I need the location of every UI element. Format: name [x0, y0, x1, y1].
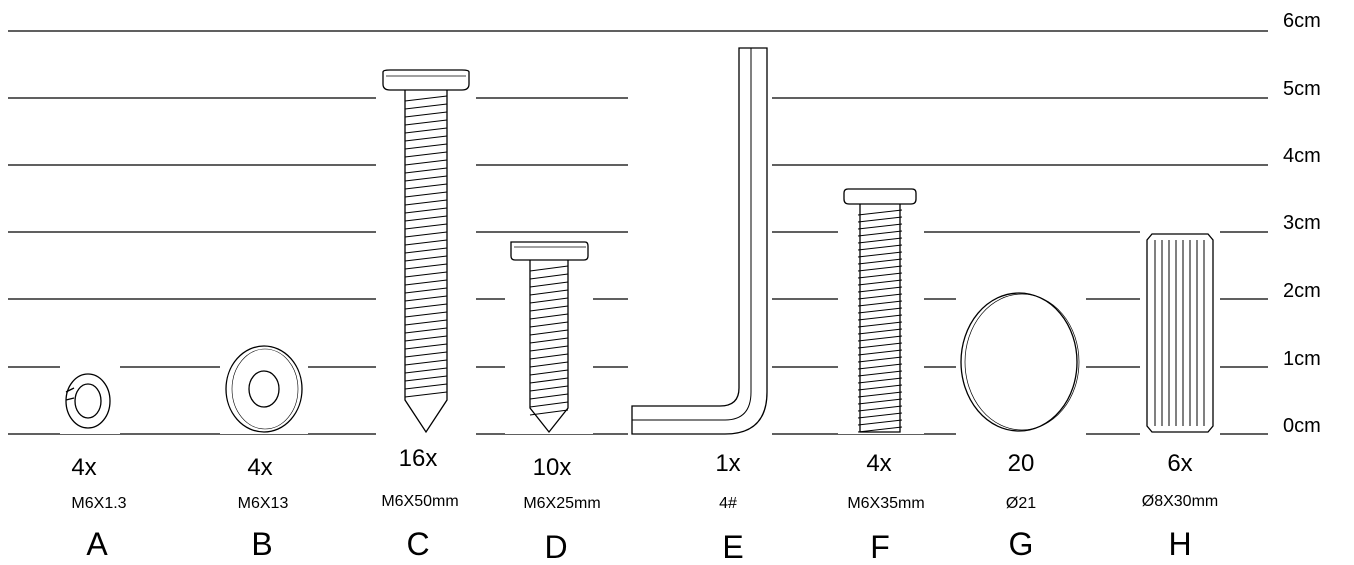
flat-washer-icon [220, 344, 308, 434]
part-spec: M6X1.3 [71, 495, 127, 512]
part-spec: M6X35mm [847, 495, 925, 512]
part-quantity: 4x [247, 454, 273, 481]
part-quantity: 4x [71, 454, 97, 481]
part-quantity: 20 [1007, 450, 1035, 477]
part-spec: M6X13 [237, 495, 289, 512]
machine-bolt-icon [838, 184, 924, 434]
part-quantity: 6x [1167, 450, 1193, 477]
scale-label-5cm: 5cm [1283, 78, 1321, 100]
scale-label-1cm: 1cm [1283, 348, 1321, 370]
wood-screw-short-icon [505, 238, 593, 434]
part-quantity: 1x [715, 450, 741, 477]
part-spec: Ø21 [1005, 495, 1037, 512]
scale-label-3cm: 3cm [1283, 212, 1321, 234]
part-spec: M6X25mm [523, 495, 601, 512]
scale-label-4cm: 4cm [1283, 145, 1321, 167]
wood-screw-long-icon [376, 66, 476, 436]
part-spec: M6X50mm [381, 493, 459, 510]
part-letter: D [544, 529, 568, 565]
part-letter: B [251, 526, 273, 562]
part-letter: G [1008, 526, 1034, 562]
part-letter: H [1168, 526, 1192, 562]
part-letter: E [722, 529, 744, 565]
part-quantity: 10x [532, 454, 572, 481]
part-spec: Ø8X30mm [1141, 493, 1219, 510]
spring-washer-icon [60, 362, 120, 434]
part-letter: C [406, 526, 430, 562]
cover-cap-icon [956, 290, 1086, 435]
scale-label-2cm: 2cm [1283, 280, 1321, 302]
part-spec: 4# [719, 495, 737, 512]
allen-key-icon [628, 44, 772, 436]
part-quantity: 4x [866, 450, 892, 477]
wooden-dowel-icon [1140, 228, 1220, 436]
part-letter: F [870, 529, 890, 565]
scale-label-6cm: 6cm [1283, 10, 1321, 32]
scale-label-0cm: 0cm [1283, 415, 1321, 437]
part-letter: A [86, 526, 108, 562]
part-quantity: 16x [398, 445, 438, 472]
